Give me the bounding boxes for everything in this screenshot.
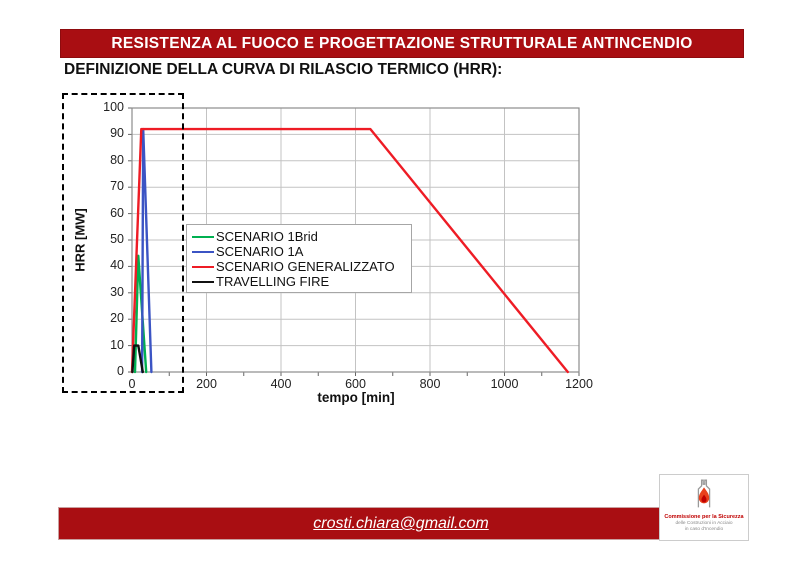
legend-item: SCENARIO 1Brid	[192, 229, 406, 244]
legend-line-swatch	[192, 250, 214, 253]
x-tick-label: 0	[128, 377, 136, 391]
y-tick-label: 50	[110, 232, 124, 246]
y-tick-label: 80	[110, 152, 124, 167]
legend-line-swatch	[192, 280, 214, 283]
y-tick-label: 60	[110, 205, 124, 220]
legend-label: SCENARIO 1Brid	[216, 229, 318, 244]
zoom-region-dashed-box	[62, 93, 184, 393]
y-tick-label: 90	[110, 126, 124, 141]
series-line	[130, 127, 569, 374]
y-tick-label: 30	[110, 284, 124, 299]
y-tick-label: 70	[110, 179, 124, 194]
footer-banner: crosti.chiara@gmail.com	[58, 507, 744, 540]
logo-text-line3: in caso d'Incendio	[684, 526, 724, 532]
logo-text-line1: Commissione per la Sicurezza	[664, 514, 744, 520]
x-tick-label: 800	[419, 377, 441, 391]
chart-legend: SCENARIO 1Brid SCENARIO 1A SCENARIO GENERA…	[186, 224, 412, 293]
legend-label: SCENARIO 1A	[216, 244, 304, 259]
y-tick-label: 10	[110, 337, 124, 352]
y-tick-label: 20	[110, 311, 124, 326]
plot-border	[131, 107, 580, 373]
x-tick-label: 400	[270, 377, 292, 391]
legend-line-swatch	[192, 265, 214, 268]
header-banner: RESISTENZA AL FUOCO E PROGETTAZIONE STRU…	[60, 29, 744, 58]
y-tick-label: 40	[110, 258, 124, 273]
series-line	[133, 254, 148, 374]
x-tick-label: 1200	[565, 377, 593, 391]
slide-subtitle: DEFINIZIONE DELLA CURVA DI RILASCIO TERM…	[64, 61, 503, 78]
x-axis-label: tempo [min]	[317, 390, 395, 405]
email-link[interactable]: crosti.chiara@gmail.com	[313, 515, 489, 532]
logo-text-line2: delle Costruzioni in Acciaio	[675, 520, 733, 526]
x-tick-label: 200	[196, 377, 217, 391]
y-tick-label: 0	[117, 364, 124, 378]
legend-item: TRAVELLING FIRE	[192, 274, 406, 289]
legend-item: SCENARIO GENERALIZZATO	[192, 259, 406, 274]
x-tick-label: 600	[345, 377, 366, 391]
legend-line-swatch	[192, 235, 214, 238]
y-tick-label: 100	[103, 100, 124, 114]
legend-item: SCENARIO 1A	[192, 244, 406, 259]
legend-label: SCENARIO GENERALIZZATO	[216, 259, 395, 274]
building-flame-icon	[697, 479, 711, 508]
legend-label: TRAVELLING FIRE	[216, 274, 330, 289]
x-tick-label: 1000	[490, 377, 519, 391]
logo-box: Commissione per la Sicurezza delle Costr…	[659, 474, 749, 541]
series-line	[131, 344, 145, 374]
header-title: RESISTENZA AL FUOCO E PROGETTAZIONE STRU…	[111, 35, 693, 52]
